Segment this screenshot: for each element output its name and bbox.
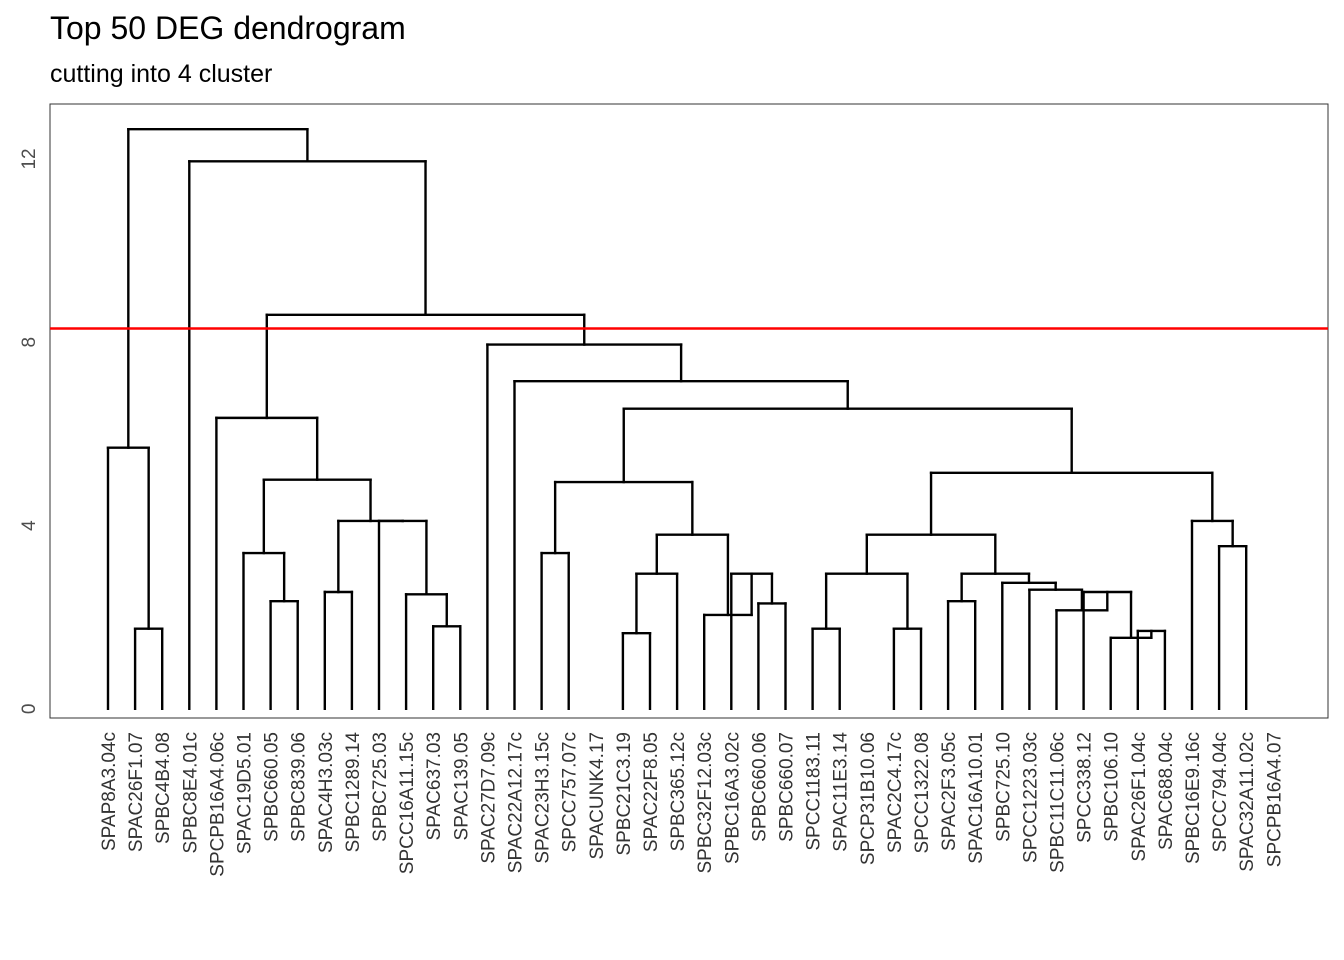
leaf-label: SPBC4B4.08 — [153, 732, 174, 844]
leaf-label: SPBC8E4.01c — [180, 732, 201, 853]
leaf-label: SPAC22F8.05 — [641, 732, 662, 852]
leaf-label: SPAC11E3.14 — [831, 732, 852, 852]
leaf-label: SPBC365.12c — [668, 732, 689, 851]
leaf-labels: SPAP8A3.04c SPAC26F1.07 SPBC4B4.08 SPBC8E4.… — [99, 732, 1285, 877]
leaf-label: SPCC1322.08 — [912, 732, 933, 853]
chart-title: Top 50 DEG dendrogram — [50, 10, 406, 46]
leaf-label: SPAC26F1.04c — [1129, 732, 1150, 862]
leaf-label: SPAC27D7.09c — [478, 732, 499, 864]
leaf-label: SPCC338.12 — [1075, 732, 1096, 843]
leaf-label: SPAC32A11.02c — [1237, 732, 1258, 872]
leaf-label: SPBC660.07 — [777, 732, 798, 842]
y-tick-label: 12 — [19, 148, 40, 169]
y-axis-ticks: 0 4 8 12 — [19, 148, 40, 714]
leaf-label: SPBC1289.14 — [343, 732, 364, 853]
leaf-label: SPBC11C11.06c — [1048, 732, 1069, 873]
leaf-label: SPAC16A10.01 — [966, 732, 987, 864]
leaf-label: SPCC1183.11 — [804, 732, 825, 851]
y-tick-label: 8 — [19, 337, 40, 348]
leaf-label: SPAC26F1.07 — [126, 732, 147, 852]
leaf-label: SPBC32F12.03c — [695, 732, 716, 874]
leaf-label: SPCP31B10.06 — [858, 732, 879, 865]
leaf-label: SPAC19D5.01 — [235, 732, 256, 854]
leaf-label: SPBC725.10 — [993, 732, 1014, 842]
leaf-label: SPCPB16A4.07 — [1264, 732, 1285, 867]
leaf-label: SPCC757.07c — [560, 732, 581, 852]
leaf-label: SPAC2C4.17c — [885, 732, 906, 853]
dendrogram-branches — [106, 128, 1248, 711]
leaf-label: SPCC1223.03c — [1020, 732, 1041, 863]
leaf-label: SPBC21C3.19 — [614, 732, 635, 856]
leaf-label: SPAC23H3.15c — [533, 732, 554, 864]
leaf-label: SPAC2F3.05c — [939, 732, 960, 851]
leaf-label: SPACUNK4.17 — [587, 732, 608, 859]
leaf-label: SPBC660.06 — [749, 732, 770, 842]
y-tick-label: 0 — [19, 704, 40, 715]
y-tick-label: 4 — [19, 520, 40, 531]
leaf-label: SPAP8A3.04c — [99, 732, 120, 851]
leaf-label: SPBC106.10 — [1102, 732, 1123, 842]
leaf-label: SPAC637.03 — [424, 732, 445, 840]
leaf-label: SPCPB16A4.06c — [207, 732, 228, 877]
leaf-label: SPAC688.04c — [1156, 732, 1177, 850]
leaf-label: SPAC22A12.17c — [506, 732, 527, 873]
leaf-label: SPBC725.03 — [370, 732, 391, 842]
chart-subtitle: cutting into 4 cluster — [50, 60, 272, 88]
leaf-label: SPBC16A3.02c — [722, 732, 743, 864]
leaf-label: SPAC139.05 — [451, 732, 472, 840]
leaf-label: SPBC16E9.16c — [1183, 732, 1204, 864]
leaf-label: SPBC660.05 — [262, 732, 283, 842]
leaf-label: SPCC16A11.15c — [397, 732, 418, 874]
leaf-label: SPBC839.06 — [289, 732, 310, 842]
leaf-label: SPAC4H3.03c — [316, 732, 337, 853]
plot-panel-border — [49, 103, 1329, 719]
leaf-label: SPCC794.04c — [1210, 732, 1231, 852]
